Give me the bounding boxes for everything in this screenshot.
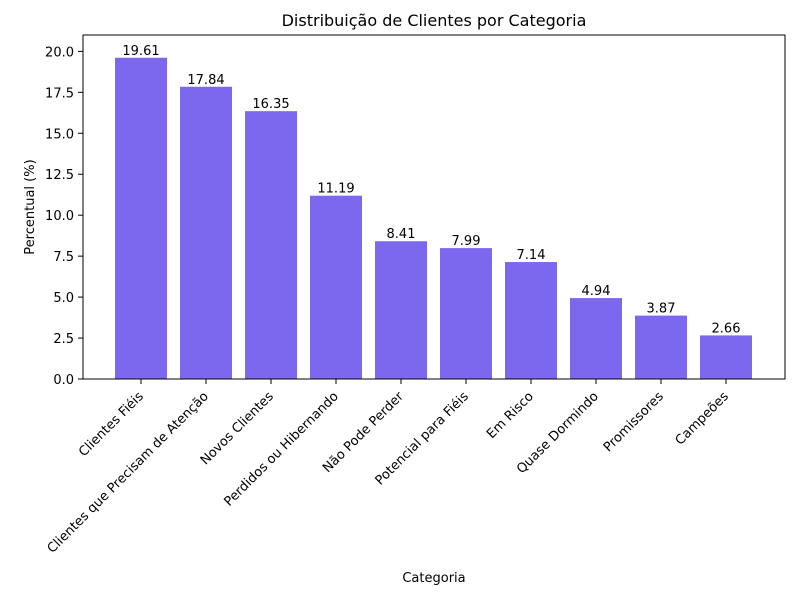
- y-axis-ticks: 0.0 2.5 5.0 7.5 10.0 12.5 15.0 17.5 20.0: [45, 45, 83, 388]
- y-tick-label: 12.5: [45, 168, 74, 183]
- x-tick-label: Em Risco: [484, 389, 537, 442]
- y-tick-label: 0.0: [53, 373, 74, 388]
- y-tick-label: 15.0: [45, 127, 74, 142]
- bar: [180, 86, 232, 380]
- x-tick-label: Campeões: [673, 389, 732, 448]
- y-tick-label: 5.0: [53, 291, 74, 306]
- y-axis-title: Percentual (%): [23, 159, 38, 254]
- bar: [570, 298, 622, 379]
- bar: [115, 57, 167, 379]
- bar: [375, 241, 427, 379]
- y-tick-label: 2.5: [53, 332, 74, 347]
- x-axis-title: Categoria: [402, 571, 465, 586]
- y-tick-label: 20.0: [45, 45, 74, 60]
- bar-value-label: 19.61: [122, 44, 159, 59]
- y-tick-label: 7.5: [53, 250, 74, 265]
- bar: [700, 335, 752, 379]
- bar-value-label: 7.14: [517, 248, 546, 263]
- bar-value-label: 3.87: [647, 302, 676, 317]
- bars: 19.61 17.84 16.35 11.19 8.41 7.99 7.14 4.94 3.87…: [115, 44, 752, 380]
- chart-title: Distribuição de Clientes por Categoria: [282, 11, 587, 30]
- bar-value-label: 2.66: [712, 321, 741, 336]
- bar: [310, 195, 362, 379]
- bar: [440, 248, 492, 379]
- x-tick-label: Clientes Fiéis: [76, 389, 147, 460]
- bar: [245, 111, 297, 380]
- bar-value-label: 8.41: [387, 227, 416, 242]
- bar: [635, 315, 687, 379]
- x-tick-label: Promissores: [601, 389, 667, 455]
- plot-frame: [82, 34, 786, 380]
- bar-value-label: 16.35: [252, 97, 289, 112]
- y-tick-label: 17.5: [45, 86, 74, 101]
- bar-value-label: 4.94: [582, 284, 611, 299]
- bar-value-label: 7.99: [452, 234, 481, 249]
- bar-value-label: 17.84: [187, 73, 224, 88]
- bar-value-label: 11.19: [317, 182, 354, 197]
- bar: [505, 262, 557, 379]
- y-tick-label: 10.0: [45, 209, 74, 224]
- x-tick-label: Perdidos ou Hibernando: [221, 389, 341, 509]
